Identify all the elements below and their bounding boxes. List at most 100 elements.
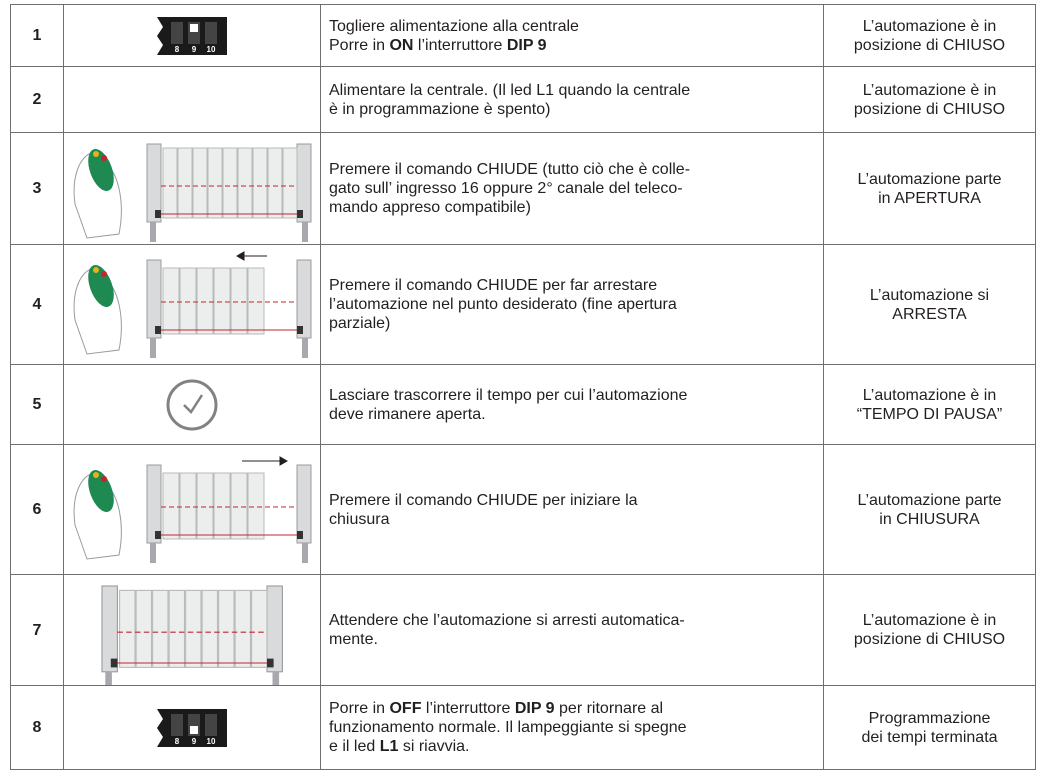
step-row: 7 Attendere che l’automazione si arresti … [10, 574, 1036, 686]
step-row: 3 Premere il comando CHIUDE (tutto ciò c… [10, 132, 1036, 245]
text-run: parziale) [329, 315, 391, 332]
status-line: dei tempi terminata [861, 728, 998, 746]
text-run: L1 [379, 738, 399, 755]
step-image [63, 132, 321, 245]
description-line: mando appreso compatibile) [329, 198, 823, 217]
step-number: 8 [10, 685, 64, 770]
illustration [73, 143, 312, 242]
description-line: gato sull’ ingresso 16 oppure 2° canale … [329, 179, 823, 198]
text-run: mando appreso compatibile) [329, 199, 531, 216]
step-image: 8 9 10 [63, 4, 321, 67]
status-line: “TEMPO DI PAUSA” [856, 405, 1003, 423]
text-run: funzionamento normale. Il lampeggiante s… [329, 719, 687, 736]
step-row: 1 8 9 10 Togliere alimentazione alla centra… [10, 4, 1036, 67]
status-line: posizione di CHIUSO [853, 36, 1006, 54]
text-run: chiusura [329, 510, 390, 528]
illustration: 8 9 10 [157, 708, 227, 747]
status-line: L’automazione parte [857, 170, 1002, 188]
text-run: Alimentare la centrale. (Il led L1 quand… [329, 81, 691, 99]
step-status: Programmazione dei tempi terminata [823, 685, 1036, 770]
description-line: Togliere alimentazione alla centrale [329, 17, 823, 36]
status-line: L’automazione è in [862, 17, 997, 35]
step-number: 1 [10, 4, 64, 67]
steps-table: 1 8 9 10 Togliere alimentazione alla centra… [10, 4, 1036, 770]
text-run: per ritornare al [554, 700, 664, 717]
illustration [101, 585, 283, 685]
step-image [63, 244, 321, 365]
step-status: L’automazione è in “TEMPO DI PAUSA” [823, 364, 1036, 445]
step-description: Alimentare la centrale. (Il led L1 quand… [320, 66, 824, 133]
description-line: e il led L1 si riavvia. [329, 737, 823, 756]
step-number: 3 [10, 132, 64, 245]
description-line: chiusura [329, 510, 823, 529]
text-run: è in programmazione è spento) [329, 100, 551, 118]
illustration: 8 9 10 [157, 16, 227, 55]
description-line: Attendere che l’automazione si arresti a… [329, 611, 823, 630]
step-image [63, 444, 321, 575]
description-line: Premere il comando CHIUDE per far arrest… [329, 276, 823, 295]
step-number: 7 [10, 574, 64, 686]
step-description: Premere il comando CHIUDE per far arrest… [320, 244, 824, 365]
step-image [63, 364, 321, 445]
step-status: L’automazione è in posizione di CHIUSO [823, 574, 1036, 686]
step-row: 5 Lasciare trascorrere il tempo per cui l… [10, 364, 1036, 445]
description-line: Premere il comando CHIUDE (tutto ciò che… [329, 160, 823, 179]
status-line: Programmazione [868, 709, 991, 727]
text-run: Lasciare trascorrere il tempo per cui l’… [329, 386, 688, 404]
step-description: Premere il comando CHIUDE per iniziare l… [320, 444, 824, 575]
status-line: ARRESTA [892, 305, 967, 323]
text-run: Premere il comando CHIUDE per iniziare l… [329, 491, 638, 509]
status-line: L’automazione è in [862, 612, 997, 629]
illustration [73, 455, 312, 563]
dip-label: 10 [207, 45, 216, 54]
text-run: mente. [329, 631, 378, 648]
step-number: 2 [10, 66, 64, 133]
text-run: l’interruttore [413, 36, 507, 54]
description-line: parziale) [329, 314, 823, 333]
step-status: L’automazione è in posizione di CHIUSO [823, 66, 1036, 133]
text-run: DIP 9 [514, 700, 555, 717]
step-status: L’automazione si ARRESTA [823, 244, 1036, 365]
step-number: 4 [10, 244, 64, 365]
text-run: Premere il comando CHIUDE per far arrest… [329, 277, 658, 294]
text-run: gato sull’ ingresso 16 oppure 2° canale … [329, 180, 683, 197]
description-line: Porre in OFF l’interruttore DIP 9 per ri… [329, 699, 823, 718]
step-number: 6 [10, 444, 64, 575]
description-line: Porre in ON l’interruttore DIP 9 [329, 36, 823, 55]
text-run: Premere il comando CHIUDE (tutto ciò che… [329, 161, 691, 178]
status-line: posizione di CHIUSO [853, 100, 1006, 118]
text-run: Porre in [329, 700, 390, 717]
step-image [63, 574, 321, 686]
description-line: mente. [329, 630, 823, 649]
status-line: posizione di CHIUSO [853, 631, 1006, 648]
text-run: l’automazione nel punto desiderato (fine… [329, 296, 677, 313]
step-description: Attendere che l’automazione si arresti a… [320, 574, 824, 686]
step-status: L’automazione è in posizione di CHIUSO [823, 4, 1036, 67]
description-line: è in programmazione è spento) [329, 100, 823, 119]
status-line: L’automazione parte [857, 491, 1002, 509]
illustration [166, 379, 218, 430]
illustration [73, 250, 312, 358]
text-run: Togliere alimentazione alla centrale [329, 17, 579, 35]
status-line: L’automazione è in [862, 81, 997, 99]
description-line: Premere il comando CHIUDE per iniziare l… [329, 491, 823, 510]
description-line: deve rimanere aperta. [329, 405, 823, 424]
status-line: L’automazione si [869, 286, 990, 304]
text-run: DIP 9 [506, 36, 547, 54]
step-row: 4 Premere il comando CHIUDE per far arre… [10, 244, 1036, 365]
step-row: 6 Premere il comando CHIUDE per iniziare… [10, 444, 1036, 575]
text-run: Attendere che l’automazione si arresti a… [329, 612, 685, 629]
step-row: 8 8 9 10 Porre in OFF l’interruttore DIP 9 … [10, 685, 1036, 770]
description-line: Alimentare la centrale. (Il led L1 quand… [329, 81, 823, 100]
step-description: Premere il comando CHIUDE (tutto ciò che… [320, 132, 824, 245]
description-line: Lasciare trascorrere il tempo per cui l’… [329, 386, 823, 405]
text-run: deve rimanere aperta. [329, 405, 486, 423]
text-run: ON [389, 36, 414, 54]
step-image: 8 9 10 [63, 685, 321, 770]
status-line: in CHIUSURA [879, 510, 980, 528]
description-line: l’automazione nel punto desiderato (fine… [329, 295, 823, 314]
step-description: Lasciare trascorrere il tempo per cui l’… [320, 364, 824, 445]
step-row: 2 Alimentare la centrale. (Il led L1 quan… [10, 66, 1036, 133]
description-line: funzionamento normale. Il lampeggiante s… [329, 718, 823, 737]
